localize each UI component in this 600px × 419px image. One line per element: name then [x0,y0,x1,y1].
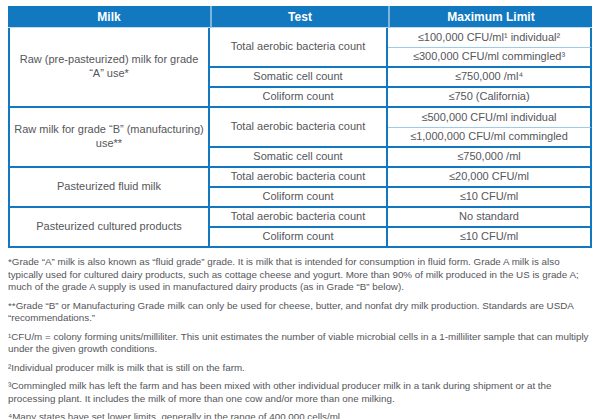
footnote-individual: ²Individual producer milk is milk that i… [8,362,592,375]
table-header-row: MilkTestMaximum Limit [8,6,592,28]
limit-cell: ≤1,000,000 CFU/ml commingled [388,128,592,148]
test-cell: Coliform count [210,228,388,248]
milk-cell: Pasteurized cultured products [8,208,210,248]
milk-cell: Pasteurized fluid milk [8,168,210,208]
test-cell: Somatic cell count [210,148,388,168]
limit-cell: ≤750 (California) [388,88,592,108]
table-row: Pasteurized fluid milkTotal aerobic bact… [8,168,592,188]
table-row: Pasteurized cultured productsTotal aerob… [8,208,592,228]
milk-standards-table: MilkTestMaximum Limit Raw (pre-pasteuriz… [8,6,592,248]
limit-cell: ≤100,000 CFU/ml¹ individual² [388,28,592,48]
milk-cell: Raw (pre-pasteurized) milk for grade “A”… [8,28,210,108]
footnote-cfu: ¹CFU/m = colony forming units/milliliter… [8,331,592,356]
test-cell: Total aerobic bacteria count [210,108,388,148]
test-cell: Total aerobic bacteria count [210,28,388,68]
limit-cell: ≤500,000 CFU/ml individual [388,108,592,128]
limit-cell: ≤20,000 CFU/ml [388,168,592,188]
test-cell: Total aerobic bacteria count [210,168,388,188]
limit-cell: ≤10 CFU/ml [388,228,592,248]
footnote-lower-limits: ⁴Many states have set lower limits, gene… [8,411,592,419]
footnote-grade-a: *Grade “A” milk is also known as “fluid … [8,256,592,294]
table-row: Raw (pre-pasteurized) milk for grade “A”… [8,28,592,48]
footnote-grade-b: **Grade “B” or Manufacturing Grade milk … [8,300,592,325]
page: MilkTestMaximum Limit Raw (pre-pasteuriz… [0,0,600,419]
limit-cell: No standard [388,208,592,228]
limit-cell: ≤10 CFU/ml [388,188,592,208]
milk-cell: Raw milk for grade “B” (manufacturing) u… [8,108,210,168]
column-header-test: Test [210,6,388,28]
limit-cell: ≤750,000 /ml⁴ [388,68,592,88]
test-cell: Coliform count [210,188,388,208]
limit-cell: ≤300,000 CFU/ml commingled³ [388,48,592,68]
test-cell: Coliform count [210,88,388,108]
footnotes: *Grade “A” milk is also known as “fluid … [8,248,592,419]
test-cell: Total aerobic bacteria count [210,208,388,228]
column-header-milk: Milk [8,6,210,28]
test-cell: Somatic cell count [210,68,388,88]
table-row: Raw milk for grade “B” (manufacturing) u… [8,108,592,128]
limit-cell: ≤750,000 /ml [388,148,592,168]
column-header-maximum-limit: Maximum Limit [388,6,592,28]
table-body: Raw (pre-pasteurized) milk for grade “A”… [8,28,592,248]
footnote-commingled: ³Commingled milk has left the farm and h… [8,380,592,405]
